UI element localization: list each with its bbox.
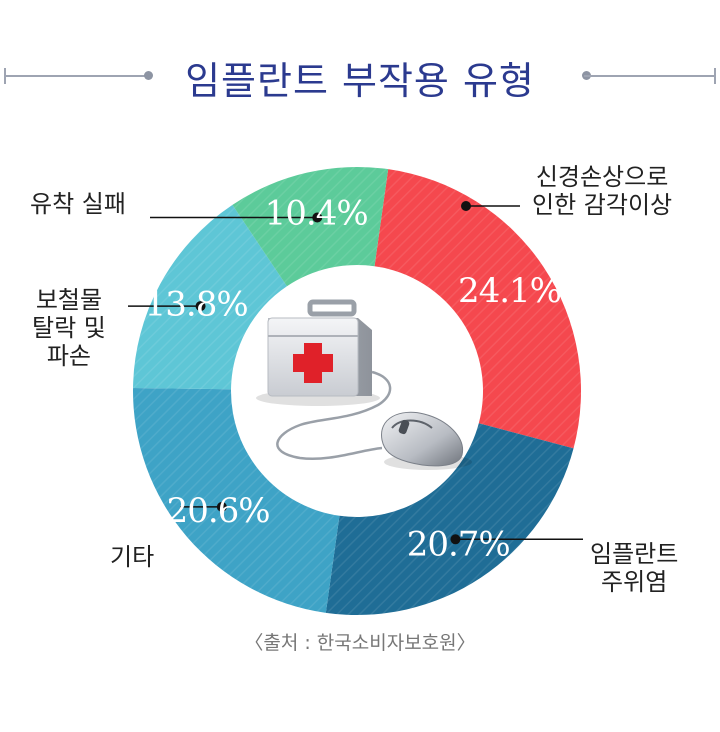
- slice-value-label: 20.7%: [407, 524, 510, 564]
- leader-dot: [461, 201, 471, 211]
- category-label-line: 임플란트: [590, 540, 679, 568]
- slice-value-label: 24.1%: [458, 271, 561, 311]
- computer-mouse-icon: [276, 370, 472, 470]
- donut-slice-texture: [133, 204, 287, 390]
- donut-slice-texture: [374, 169, 581, 449]
- category-label-line: 신경손상으로: [535, 163, 669, 191]
- category-label: 임플란트 주위염: [590, 540, 678, 596]
- leader-dot: [195, 301, 206, 312]
- category-label-line: 파손: [46, 342, 92, 370]
- leaders-group: [128, 201, 583, 545]
- rule-end-tick-right: [714, 68, 716, 84]
- category-label: 기타: [110, 543, 154, 571]
- source-note: 〈출처 : 한국소비자보호원〉: [244, 632, 476, 654]
- slice-value-label: 20.6%: [167, 491, 270, 531]
- category-label: 유착 실패: [30, 190, 126, 218]
- category-label-line: 탈락 및: [32, 314, 106, 342]
- category-label-line: 기타: [110, 543, 155, 571]
- donut-slice-texture: [133, 387, 340, 613]
- title-rule-dot-left: [144, 71, 153, 80]
- leader-dot: [312, 212, 323, 223]
- title-rule-right: [584, 75, 716, 77]
- title-rule-left: [4, 75, 148, 77]
- category-label-line: 인한 감각이상: [532, 191, 673, 219]
- category-label-line: 유착 실패: [30, 190, 126, 218]
- donut-slice-texture: [325, 423, 574, 616]
- slice-value-label: 10.4%: [265, 194, 368, 234]
- chart-title: 임플란트 부작용 유형: [185, 59, 535, 103]
- category-label: 신경손상으로 인한 감각이상: [532, 163, 672, 219]
- donut-slice-texture: [232, 167, 389, 287]
- first-aid-kit-icon: [256, 299, 380, 406]
- title-row: 임플란트 부작용 유형: [0, 40, 720, 110]
- slices-group: [133, 167, 581, 616]
- leader-dot: [216, 501, 227, 512]
- category-label-line: 보철물: [35, 286, 103, 314]
- category-label-line: 주위염: [601, 568, 668, 596]
- slice-value-label: 13.8%: [145, 285, 248, 325]
- leader-dot: [450, 534, 461, 545]
- values-group: 24.1% 20.7% 20.6% 13.8% 10.4%: [145, 194, 562, 565]
- category-label: 보철물 탈락 및 파손: [32, 286, 106, 370]
